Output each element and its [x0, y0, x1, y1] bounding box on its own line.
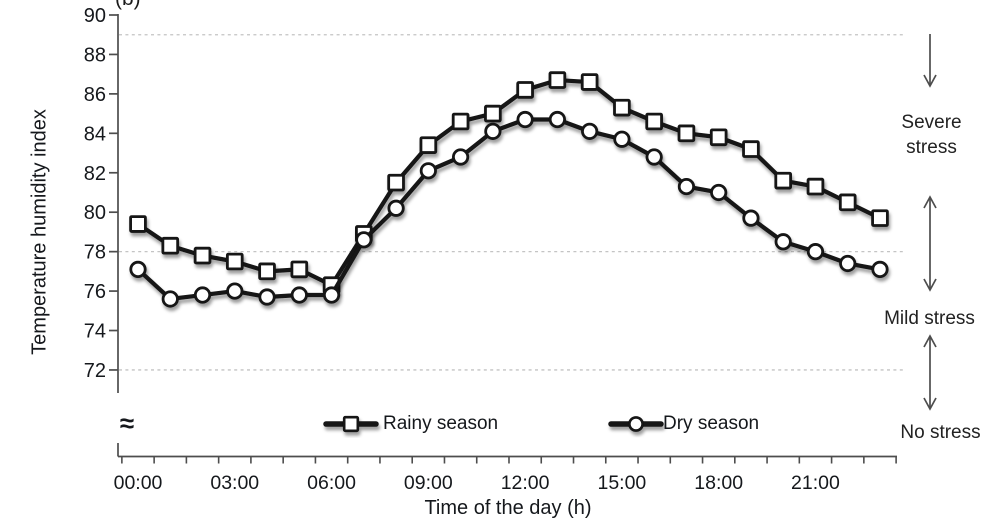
dry-season-marker-h21: [806, 243, 825, 261]
rainy-season-marker-h9: [419, 136, 438, 154]
arrowhead-up: [923, 195, 937, 209]
stress-range-arrows: [923, 34, 937, 411]
axes: 90 88 86 84 82 80 78 76 74 72 ≈00:00 03:00 06:00 09:0…: [84, 5, 897, 494]
rainy-season-marker-h13: [548, 71, 567, 89]
rainy-season-marker-h1: [161, 236, 180, 255]
legend-marker-icons: [323, 415, 664, 433]
rainy-season-marker-h2: [193, 246, 212, 265]
arrowhead-up: [923, 334, 937, 348]
dry-season-marker-h10: [451, 148, 470, 166]
x-tick-label-00:00: 00:00: [114, 472, 163, 494]
rainy-season-marker-h21: [806, 177, 825, 196]
x-tick-label-21:00: 21:00: [791, 472, 840, 494]
rainy-season-marker-h0: [129, 215, 147, 233]
dry-season-series: [129, 110, 889, 308]
dry-season-marker-h22: [839, 254, 857, 273]
y-axis-break-symbol: ≈: [120, 408, 134, 438]
dry-season-marker-h20: [774, 233, 792, 251]
rainy-season-line: [135, 77, 883, 288]
x-tick-label-06:00: 06:00: [307, 472, 356, 494]
dry-season-marker-h8: [387, 199, 405, 217]
y-tick-label-84: 84: [84, 123, 106, 145]
rainy-season-marker-h14: [580, 73, 599, 91]
rainy-season-marker-h19: [742, 140, 760, 158]
no-stress-range-arrow-icon: [923, 334, 937, 411]
dry-season-marker-h14: [581, 122, 599, 140]
dry-season-marker-h16: [645, 148, 663, 166]
dry-season-marker-h19: [742, 209, 760, 227]
y-tick-label-74: 74: [84, 321, 106, 343]
dry-season-marker-h18: [710, 183, 728, 202]
rainy-season-marker-h22: [838, 193, 857, 212]
dry-season-marker-h23: [871, 260, 889, 278]
dry-season-marker-h15: [613, 130, 631, 148]
panel-label: (b): [115, 0, 141, 11]
y-tick-label-86: 86: [84, 84, 106, 106]
dry-season-marker-h3: [226, 282, 244, 300]
rainy-season-marker-h12: [516, 81, 534, 99]
dry-season-marker-h13: [548, 110, 566, 129]
x-axis-title: Time of the day (h): [424, 497, 592, 519]
dry-season-line: [135, 117, 883, 302]
y-tick-label-82: 82: [84, 163, 106, 185]
rainy-season-marker-h8: [387, 173, 405, 192]
severe-stress-down-arrow-icon: [923, 34, 937, 88]
y-tick-label-90: 90: [84, 5, 106, 27]
arrowhead-down: [923, 397, 937, 411]
dry-season-marker-h4: [258, 288, 276, 306]
arrowhead-down: [923, 74, 937, 88]
dry-season-marker-h9: [419, 162, 437, 180]
rainy-season-series: [129, 71, 889, 294]
mild-stress-range-arrow-icon: [923, 195, 937, 292]
arrowhead-down: [923, 278, 937, 292]
rainy-season-marker-h10: [451, 112, 470, 131]
rainy-season-marker-h23: [871, 209, 889, 227]
rainy-season-marker-h11: [484, 104, 502, 123]
rainy-season-marker-h3: [225, 252, 244, 271]
annotation-severe-stress: Severe stress: [901, 112, 962, 158]
legend-label-rainy-season: Rainy season: [383, 413, 499, 434]
rainy-season-marker-h17: [677, 124, 696, 143]
rainy-season-marker-h5: [290, 260, 309, 279]
legend-label-dry-season: Dry season: [663, 413, 760, 434]
rainy-season-marker-h20: [774, 171, 792, 190]
dry-season-legend-marker-icon: [608, 416, 664, 432]
rainy-season-marker-h16: [645, 112, 663, 131]
y-tick-label-78: 78: [84, 242, 106, 264]
annotation-no-stress: No stress: [900, 422, 981, 443]
y-axis-title: Temperature humidity index: [28, 109, 51, 355]
y-tick-label-80: 80: [84, 202, 106, 224]
rainy-season-marker-h4: [258, 262, 276, 281]
dry-season-marker-h5: [290, 286, 308, 304]
threshold-gridlines: [119, 34, 903, 371]
dry-season-marker-h7: [355, 231, 373, 249]
dry-season-marker-h0: [129, 260, 147, 278]
dry-season-marker-h6: [322, 286, 341, 304]
dry-season-marker-h2: [193, 286, 212, 304]
dry-season-marker-h11: [484, 122, 502, 140]
x-tick-label-09:00: 09:00: [404, 472, 453, 494]
data-series: [129, 71, 889, 308]
rainy-season-marker-h18: [709, 128, 728, 147]
y-tick-label-72: 72: [84, 360, 106, 382]
x-tick-label-18:00: 18:00: [694, 472, 743, 494]
x-tick-label-12:00: 12:00: [501, 472, 550, 494]
dry-season-marker-h1: [161, 290, 179, 308]
rainy-season-legend-marker-icon: [323, 415, 379, 433]
annotation-mild-stress: Mild stress: [884, 308, 975, 329]
x-tick-label-15:00: 15:00: [597, 472, 646, 494]
y-tick-label-88: 88: [84, 44, 106, 66]
dry-season-marker-h12: [516, 110, 534, 129]
y-tick-label-76: 76: [84, 281, 106, 303]
rainy-season-marker-h15: [613, 98, 631, 117]
dry-season-marker-h17: [677, 177, 696, 196]
x-tick-label-03:00: 03:00: [210, 472, 259, 494]
